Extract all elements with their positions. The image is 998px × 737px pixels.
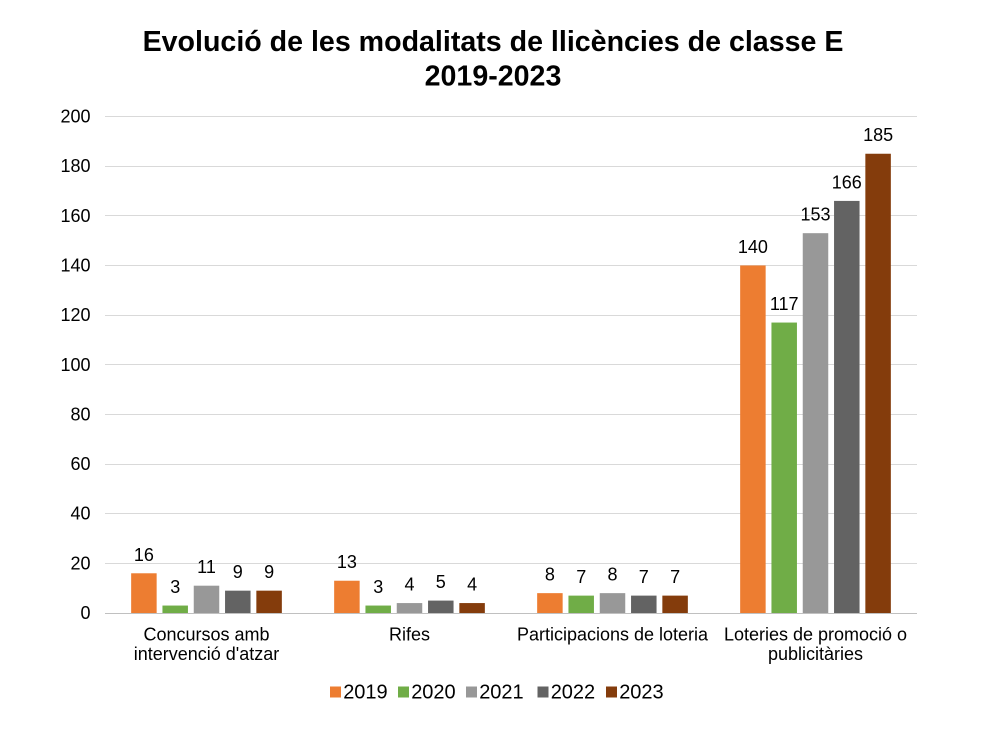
svg-text:5: 5	[436, 572, 446, 592]
svg-text:2022: 2022	[551, 682, 596, 704]
svg-text:13: 13	[337, 552, 357, 572]
svg-text:160: 160	[60, 206, 90, 226]
svg-text:166: 166	[832, 172, 862, 192]
svg-text:200: 200	[60, 107, 90, 127]
svg-text:4: 4	[404, 575, 414, 595]
svg-text:2019: 2019	[343, 682, 388, 704]
svg-text:185: 185	[863, 125, 893, 145]
svg-text:180: 180	[60, 156, 90, 176]
svg-text:80: 80	[70, 404, 90, 424]
svg-text:2020: 2020	[411, 682, 456, 704]
svg-text:9: 9	[233, 562, 243, 582]
svg-text:2023: 2023	[619, 682, 664, 704]
svg-text:publicitàries: publicitàries	[768, 644, 863, 664]
svg-text:117: 117	[770, 294, 799, 314]
svg-text:16: 16	[134, 545, 154, 565]
svg-text:7: 7	[670, 567, 680, 587]
svg-text:140: 140	[738, 237, 768, 257]
svg-text:9: 9	[264, 562, 274, 582]
svg-text:0: 0	[80, 603, 90, 623]
svg-text:3: 3	[170, 577, 180, 597]
svg-text:Rifes: Rifes	[389, 625, 430, 645]
svg-text:2021: 2021	[479, 682, 524, 704]
svg-text:100: 100	[60, 355, 90, 375]
svg-text:intervenció d'atzar: intervenció d'atzar	[134, 644, 280, 664]
svg-text:3: 3	[373, 577, 383, 597]
svg-text:Evolució de les modalitats de: Evolució de les modalitats de llicències…	[143, 26, 844, 58]
svg-text:11: 11	[197, 557, 216, 577]
svg-text:8: 8	[607, 565, 617, 585]
svg-text:20: 20	[70, 553, 90, 573]
svg-text:2019-2023: 2019-2023	[425, 61, 562, 93]
svg-text:8: 8	[545, 565, 555, 585]
svg-text:7: 7	[639, 567, 649, 587]
svg-text:7: 7	[576, 567, 586, 587]
svg-text:140: 140	[60, 255, 90, 275]
svg-text:153: 153	[800, 205, 830, 225]
svg-text:Concursos amb: Concursos amb	[143, 625, 269, 645]
svg-text:Participacions de loteria: Participacions de loteria	[517, 625, 709, 645]
svg-text:120: 120	[60, 305, 90, 325]
svg-text:4: 4	[467, 575, 477, 595]
svg-text:40: 40	[70, 504, 90, 524]
svg-text:Loteries de promoció o: Loteries de promoció o	[724, 625, 907, 645]
svg-text:60: 60	[70, 454, 90, 474]
